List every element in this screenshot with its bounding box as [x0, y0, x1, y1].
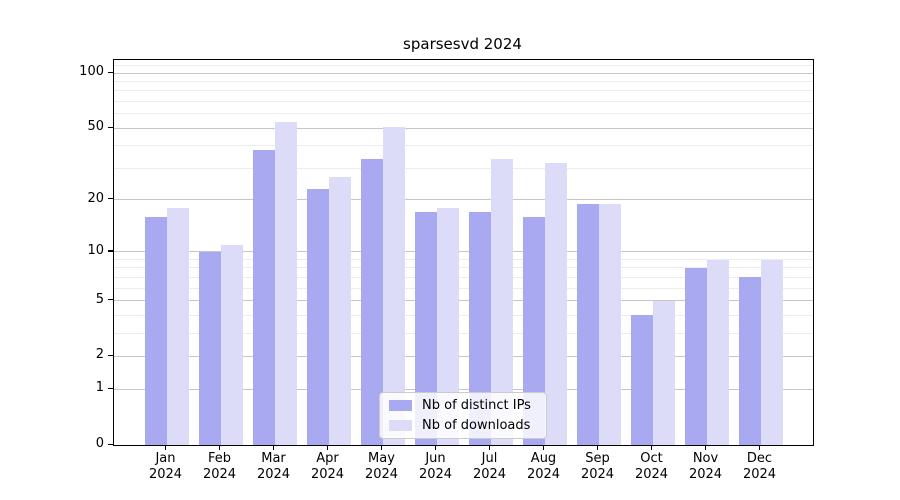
x-tick-label-jan: Jan 2024	[148, 451, 183, 482]
bar-distinct-ips-nov	[684, 268, 707, 445]
major-gridline	[114, 251, 813, 253]
bar-downloads-apr	[328, 176, 351, 445]
y-tickmark	[108, 71, 113, 73]
bar-downloads-feb	[220, 244, 243, 445]
minor-gridline	[114, 314, 813, 316]
x-tickmark	[650, 445, 653, 451]
minor-gridline	[114, 65, 813, 67]
bar-distinct-ips-jan	[144, 216, 167, 445]
bar-downloads-mar	[274, 122, 297, 445]
bar-distinct-ips-sep	[576, 203, 599, 445]
major-gridline	[114, 199, 813, 201]
x-tickmark	[596, 445, 599, 451]
legend-entry-distinct-ips: Nb of distinct IPs	[389, 398, 537, 413]
bar-distinct-ips-may	[360, 158, 383, 445]
y-tickmark	[108, 387, 113, 389]
minor-gridline	[114, 145, 813, 147]
major-gridline	[114, 300, 813, 302]
bar-distinct-ips-jun	[414, 212, 437, 445]
bar-distinct-ips-mar	[252, 149, 275, 445]
y-tickmark	[108, 354, 113, 357]
minor-gridline	[114, 90, 813, 92]
bar-downloads-oct	[652, 300, 675, 445]
x-tickmark	[380, 445, 383, 451]
minor-gridline	[114, 287, 813, 289]
y-tick-label: 10	[87, 242, 104, 258]
bar-distinct-ips-feb	[198, 251, 221, 445]
bar-downloads-dec	[760, 259, 783, 445]
y-tick-label: 20	[87, 190, 104, 206]
x-tick-label-nov: Nov 2024	[688, 451, 723, 482]
minor-gridline	[114, 267, 813, 269]
x-tickmark	[434, 445, 437, 451]
y-tick-label: 0	[95, 436, 104, 451]
major-gridline	[114, 388, 813, 390]
bar-downloads-jul	[490, 158, 513, 445]
legend: Nb of distinct IPs Nb of downloads	[379, 392, 547, 439]
x-tick-label-may: May 2024	[364, 451, 399, 482]
bar-downloads-sep	[598, 203, 621, 445]
major-gridline	[114, 72, 813, 74]
chart-title: sparsesvd 2024	[403, 35, 522, 53]
y-tickmark	[108, 443, 113, 445]
legend-label-downloads: Nb of downloads	[422, 418, 531, 433]
bar-downloads-jan	[166, 207, 189, 445]
x-tick-label-oct: Oct 2024	[634, 451, 669, 482]
legend-label-distinct-ips: Nb of distinct IPs	[422, 398, 531, 413]
x-tick-label-jun: Jun 2024	[418, 451, 453, 482]
minor-gridline	[114, 259, 813, 260]
x-tick-label-jul: Jul 2024	[472, 451, 507, 482]
x-tick-label-dec: Dec 2024	[742, 451, 777, 482]
x-tick-label-feb: Feb 2024	[202, 451, 237, 482]
bar-distinct-ips-dec	[738, 277, 761, 445]
bar-downloads-may	[382, 126, 405, 445]
y-tickmark	[108, 198, 113, 200]
y-tick-label: 5	[95, 291, 104, 307]
bar-downloads-aug	[544, 163, 567, 445]
y-tickmark	[108, 126, 113, 128]
x-tickmark	[218, 445, 221, 451]
bar-downloads-nov	[706, 259, 729, 445]
bar-distinct-ips-jul	[468, 212, 491, 445]
x-tickmark	[272, 445, 275, 451]
y-tickmark	[108, 250, 113, 252]
x-tick-label-mar: Mar 2024	[256, 451, 291, 482]
legend-swatch-downloads-icon	[389, 420, 412, 431]
x-tick-label-sep: Sep 2024	[580, 451, 615, 482]
x-tick-label-apr: Apr 2024	[310, 451, 345, 482]
x-tickmark	[488, 445, 491, 451]
x-tickmark	[164, 445, 167, 451]
bar-distinct-ips-apr	[306, 188, 329, 445]
y-tick-label: 50	[87, 119, 104, 135]
y-tick-label: 2	[95, 347, 104, 363]
x-tickmark	[542, 445, 545, 451]
y-tick-label: 100	[79, 64, 104, 80]
minor-gridline	[114, 276, 813, 278]
x-tick-label-aug: Aug 2024	[526, 451, 561, 482]
bar-distinct-ips-oct	[630, 315, 653, 445]
y-tickmark	[108, 299, 113, 301]
legend-swatch-distinct-ips-icon	[389, 400, 412, 411]
minor-gridline	[114, 81, 813, 83]
bar-downloads-jun	[436, 207, 459, 445]
minor-gridline	[114, 101, 813, 103]
minor-gridline	[114, 167, 813, 169]
minor-gridline	[114, 332, 813, 334]
minor-gridline	[114, 113, 813, 115]
x-tickmark	[704, 445, 707, 451]
major-gridline	[114, 355, 813, 357]
plot-area	[113, 59, 814, 446]
x-tickmark	[758, 445, 761, 451]
y-tick-label: 1	[95, 380, 104, 396]
bar-distinct-ips-aug	[522, 216, 545, 445]
legend-entry-downloads: Nb of downloads	[389, 418, 537, 433]
x-tickmark	[326, 445, 329, 451]
major-gridline	[114, 127, 813, 129]
